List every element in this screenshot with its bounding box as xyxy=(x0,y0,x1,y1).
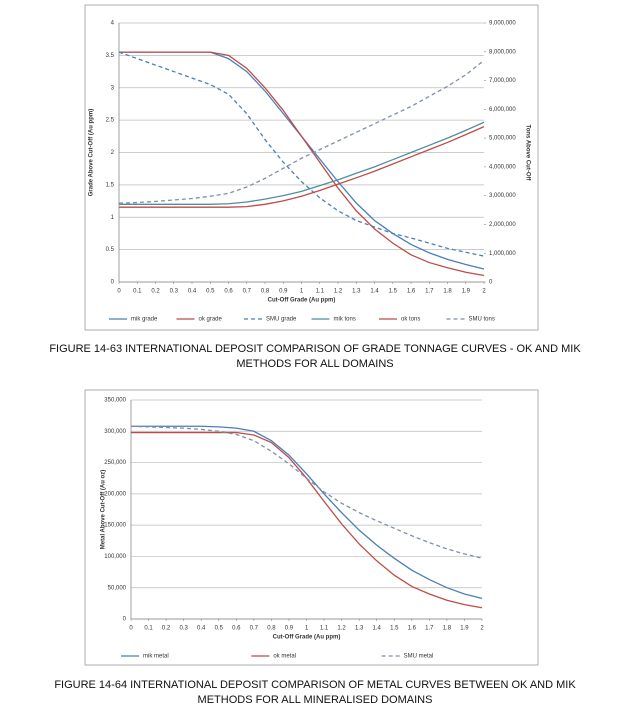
x-tick-label: 0.6 xyxy=(224,289,233,295)
legend-label: mik metal xyxy=(143,654,169,660)
y-axis-title: Metal Above Cut-Off (Au oz) xyxy=(101,470,107,549)
series-line xyxy=(130,425,483,559)
y2-tick-label: 5,000,000 xyxy=(489,136,516,142)
y-tick-label: 1 xyxy=(111,215,115,221)
x-tick-label: 1.6 xyxy=(407,289,416,295)
legend-label: ok grade xyxy=(199,317,223,323)
x-tick-label: 0.8 xyxy=(261,289,270,295)
legend-label: mik grade xyxy=(131,317,158,323)
y2-tick-label: 9,000,000 xyxy=(489,21,516,27)
series-line xyxy=(119,121,485,205)
x-tick-label: 0.7 xyxy=(250,626,259,632)
x-tick-label: 2 xyxy=(482,289,486,295)
series-line xyxy=(118,51,485,257)
x-tick-label: 0.4 xyxy=(197,626,206,632)
series-line xyxy=(118,59,485,204)
x-tick-label: 0.3 xyxy=(170,289,179,295)
legend-label: SMU grade xyxy=(266,317,297,323)
x-tick-label: 0 xyxy=(117,289,121,295)
x-tick-label: 1.1 xyxy=(320,626,329,632)
y-axis-title: Grade Above Cut-Off (Au ppm) xyxy=(89,109,95,196)
x-tick-label: 0.5 xyxy=(206,289,215,295)
x-tick-label: 1.2 xyxy=(334,289,343,295)
x-tick-label: 0.6 xyxy=(232,626,241,632)
y2-tick-label: 6,000,000 xyxy=(489,107,516,113)
y-tick-label: 100,000 xyxy=(104,554,126,560)
legend-label: SMU tons xyxy=(469,317,495,323)
y-tick-label: 0.5 xyxy=(106,247,115,253)
x-tick-label: 1.8 xyxy=(443,289,452,295)
y-tick-label: 3 xyxy=(111,85,115,91)
y-tick-label: 2.5 xyxy=(106,118,115,124)
x-tick-label: 1.4 xyxy=(370,289,379,295)
y-tick-label: 300,000 xyxy=(104,429,126,435)
x-tick-label: 1.8 xyxy=(443,626,452,632)
x-axis-title: Cut-Off Grade (Au ppm) xyxy=(268,298,336,304)
x-tick-label: 1.3 xyxy=(352,289,361,295)
y-tick-label: 50,000 xyxy=(108,585,127,591)
y-tick-label: 4 xyxy=(111,21,115,27)
x-tick-label: 1.7 xyxy=(425,626,434,632)
y2-tick-label: 0 xyxy=(489,280,493,286)
y2-tick-label: 3,000,000 xyxy=(489,193,516,199)
y2-axis-title: Tons Above Cut-Off xyxy=(524,125,530,182)
x-tick-label: 2 xyxy=(480,626,484,632)
y-tick-label: 0 xyxy=(111,280,115,286)
figure-caption: FIGURE 14-63 INTERNATIONAL DEPOSIT COMPA… xyxy=(49,343,581,370)
x-tick-label: 0.3 xyxy=(179,626,188,632)
x-tick-label: 0.9 xyxy=(279,289,288,295)
x-tick-label: 1.5 xyxy=(390,626,399,632)
legend-label: SMU metal xyxy=(404,654,434,660)
x-tick-label: 0.2 xyxy=(151,289,160,295)
legend-label: mik tons xyxy=(334,317,356,323)
series-line xyxy=(131,425,483,599)
y-tick-label: 3.5 xyxy=(106,53,115,59)
x-tick-label: 0.5 xyxy=(215,626,224,632)
x-tick-label: 1.4 xyxy=(373,626,382,632)
y-tick-label: 2 xyxy=(111,150,115,156)
x-tick-label: 0.1 xyxy=(144,626,153,632)
x-tick-label: 0.2 xyxy=(162,626,171,632)
x-tick-label: 0.1 xyxy=(133,289,142,295)
legend-label: ok tons xyxy=(401,317,420,323)
y-tick-label: 1.5 xyxy=(106,182,115,188)
x-tick-label: 1.6 xyxy=(408,626,417,632)
series-line xyxy=(119,126,485,208)
x-tick-label: 0.9 xyxy=(285,626,294,632)
y-tick-label: 350,000 xyxy=(104,398,126,404)
y-tick-label: 150,000 xyxy=(104,523,126,529)
x-tick-label: 0 xyxy=(129,626,133,632)
legend-label: ok metal xyxy=(273,654,296,660)
x-tick-label: 0.8 xyxy=(267,626,276,632)
x-tick-label: 1.3 xyxy=(355,626,364,632)
x-tick-label: 1.1 xyxy=(316,289,325,295)
y-tick-label: 200,000 xyxy=(104,491,126,497)
x-axis-title: Cut-Off Grade (Au ppm) xyxy=(273,635,341,641)
y2-tick-label: 4,000,000 xyxy=(489,164,516,170)
figure-caption: FIGURE 14-64 INTERNATIONAL DEPOSIT COMPA… xyxy=(54,679,576,706)
x-tick-label: 0.7 xyxy=(243,289,252,295)
y2-tick-label: 7,000,000 xyxy=(489,78,516,84)
x-tick-label: 1.7 xyxy=(425,289,434,295)
series-line xyxy=(119,51,485,277)
x-tick-label: 1 xyxy=(305,626,309,632)
y-tick-label: 0 xyxy=(123,617,127,623)
x-tick-label: 1.9 xyxy=(462,289,471,295)
x-tick-label: 1.5 xyxy=(389,289,398,295)
y2-tick-label: 2,000,000 xyxy=(489,222,516,228)
chart-frame xyxy=(84,4,539,331)
x-tick-label: 1.9 xyxy=(460,626,469,632)
x-tick-label: 1 xyxy=(300,289,304,295)
x-tick-label: 1.2 xyxy=(337,626,346,632)
y-tick-label: 250,000 xyxy=(104,460,126,466)
x-tick-label: 0.4 xyxy=(188,289,197,295)
y2-tick-label: 1,000,000 xyxy=(489,251,516,257)
y2-tick-label: 8,000,000 xyxy=(489,49,516,55)
